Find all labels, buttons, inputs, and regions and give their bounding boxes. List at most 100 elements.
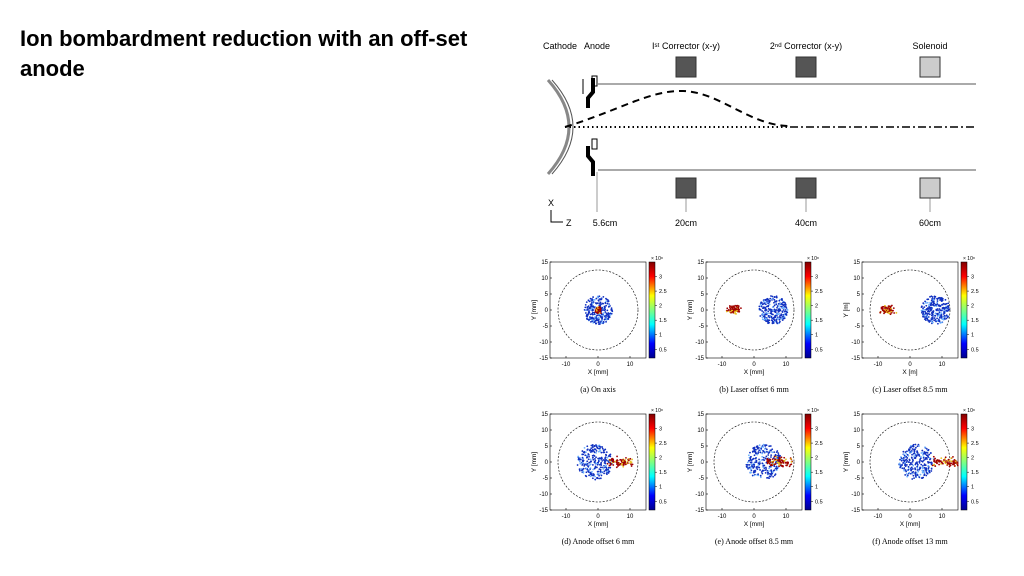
particle [790, 458, 792, 460]
particle [931, 304, 934, 306]
particle [597, 302, 599, 305]
particle [627, 459, 630, 462]
particle [911, 468, 914, 470]
particle [606, 302, 609, 305]
particle [598, 468, 601, 470]
colorbar-exponent: × 10⁸ [963, 408, 975, 414]
particle [936, 315, 939, 318]
particle [595, 322, 597, 325]
particle [764, 471, 767, 474]
particle [782, 317, 785, 320]
particle [914, 475, 917, 478]
particle [921, 471, 924, 474]
y-tick-label: -5 [543, 476, 549, 482]
particle [938, 459, 940, 462]
particle [764, 303, 767, 306]
particle [583, 308, 586, 311]
particle [605, 454, 608, 457]
y-tick-label: 10 [541, 428, 548, 434]
particle [937, 312, 939, 315]
particle [932, 310, 935, 312]
particle [940, 461, 943, 464]
particle [578, 468, 581, 471]
particle [605, 320, 607, 323]
particle [589, 309, 592, 311]
particle [952, 455, 954, 458]
particle [926, 301, 929, 304]
particle [600, 313, 603, 316]
particle [788, 465, 791, 468]
particle [755, 466, 758, 468]
particle [594, 457, 596, 460]
particle [908, 458, 911, 461]
colorbar-exponent: × 10⁸ [651, 256, 663, 262]
particle [599, 473, 601, 475]
particle [603, 318, 606, 321]
particle [758, 444, 761, 447]
colorbar [804, 261, 812, 359]
particle [916, 450, 918, 453]
particle [586, 456, 589, 459]
particle [908, 451, 911, 453]
particle [589, 313, 592, 316]
particle [761, 472, 764, 475]
particle [607, 461, 610, 464]
particle [602, 449, 605, 452]
particle [595, 444, 597, 446]
particle [765, 455, 768, 458]
particle [923, 451, 926, 454]
particle [916, 445, 919, 448]
particle [776, 467, 779, 470]
x-tick-label: 10 [627, 362, 634, 368]
particle [938, 460, 940, 463]
particle [588, 449, 591, 452]
particle [593, 448, 596, 451]
particle [939, 321, 942, 324]
particle [924, 453, 927, 455]
y-tick-label: -5 [699, 476, 705, 482]
particle [938, 320, 940, 323]
particle [781, 297, 783, 300]
particle [922, 302, 925, 305]
particle [594, 475, 596, 478]
particle [928, 453, 931, 456]
particle [942, 460, 945, 463]
particle [938, 304, 940, 307]
y-tick-label: -15 [851, 508, 860, 514]
particle [756, 453, 759, 456]
particle [578, 460, 581, 463]
particle [926, 454, 929, 457]
particle [948, 459, 951, 462]
particle [922, 459, 925, 462]
particle [774, 310, 776, 313]
y-tick-label: 15 [541, 412, 548, 418]
x-axis-label: X [mm] [900, 521, 921, 528]
particle [772, 469, 775, 472]
colorbar [960, 261, 968, 359]
caption: (a) On axis [580, 385, 616, 394]
particle [616, 463, 619, 466]
particle [585, 467, 588, 470]
particle [593, 445, 596, 448]
particle [603, 458, 605, 461]
particle [933, 317, 936, 319]
particle [598, 306, 601, 308]
particle [923, 314, 926, 317]
particle [776, 312, 779, 315]
particle [925, 467, 928, 470]
particle [752, 467, 755, 469]
particle [768, 319, 771, 322]
particle [929, 304, 932, 307]
particle [882, 309, 884, 312]
particle [892, 309, 894, 312]
particle [765, 448, 768, 451]
particle [596, 470, 599, 473]
particle [753, 465, 756, 468]
particle [947, 309, 950, 312]
x-tick-label: 0 [908, 362, 912, 368]
colorbar-tick-label: 2 [815, 304, 818, 310]
particle [923, 473, 926, 476]
particle [925, 447, 928, 450]
particle [945, 317, 948, 320]
